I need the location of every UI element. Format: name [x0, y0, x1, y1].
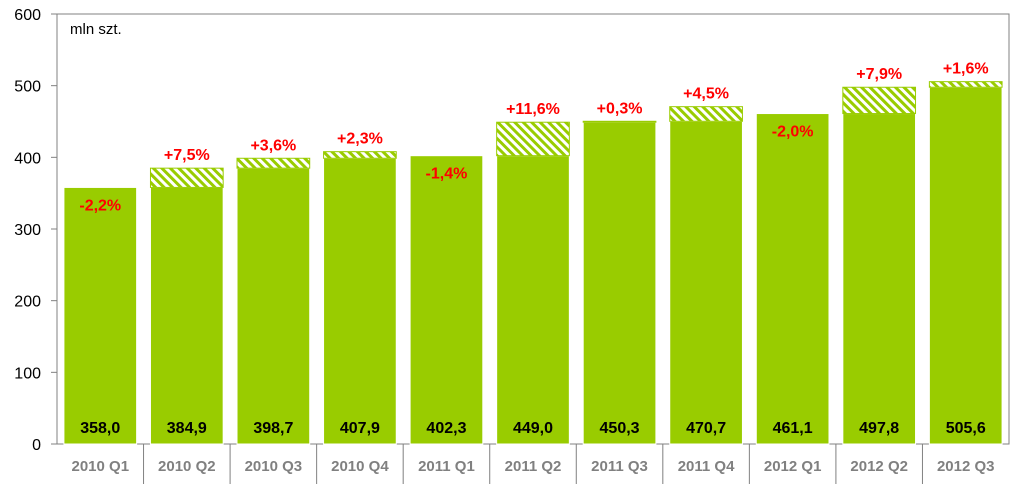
category-label: 2010 Q2	[158, 458, 216, 475]
value-label: 505,6	[946, 420, 986, 437]
bar-increment	[928, 81, 1003, 88]
bar-increment	[582, 120, 657, 123]
y-tick-label: 200	[14, 294, 41, 311]
category-label: 2011 Q1	[418, 458, 475, 475]
category-label: 2010 Q4	[331, 458, 389, 475]
y-tick-label: 400	[14, 150, 41, 167]
y-tick-label: 600	[14, 7, 41, 24]
bar	[149, 186, 224, 445]
y-tick-label: 100	[14, 365, 41, 382]
unit-label: mln szt.	[70, 21, 122, 38]
bar	[323, 157, 397, 445]
bar	[582, 121, 657, 445]
bar-increment	[496, 121, 570, 157]
y-tick-label: 300	[14, 222, 41, 239]
change-label: +7,5%	[164, 147, 210, 164]
bar	[236, 167, 311, 445]
bar-increment	[323, 151, 397, 159]
bars: 358,0 -2,2% 384,9 +7,5% 398,7 +3,6% 407,9 +2,3%…	[63, 61, 1003, 445]
bar	[63, 186, 138, 445]
bar	[842, 113, 917, 445]
y-axis: 0 100 200 300 400 500 600	[14, 7, 57, 454]
change-label: +3,6%	[250, 137, 296, 154]
value-label: 358,0	[80, 420, 120, 437]
change-label: +1,6%	[943, 61, 989, 78]
category-label: 2010 Q1	[71, 458, 129, 475]
category-label: 2011 Q3	[591, 458, 648, 475]
change-label: -2,2%	[79, 197, 121, 214]
y-tick-label: 500	[14, 79, 41, 96]
change-label: +11,6%	[506, 101, 560, 118]
bar-increment	[669, 106, 743, 122]
bar	[496, 155, 570, 445]
value-label: 398,7	[253, 420, 293, 437]
bar-increment	[842, 86, 917, 115]
category-label: 2012 Q1	[764, 458, 822, 475]
change-label: -2,0%	[772, 124, 814, 141]
value-label: 461,1	[773, 420, 813, 437]
value-label: 449,0	[513, 420, 553, 437]
category-label: 2012 Q3	[937, 458, 995, 475]
value-label: 402,3	[426, 420, 466, 437]
change-label: +2,3%	[337, 131, 383, 148]
category-label: 2010 Q3	[245, 458, 303, 475]
change-label: +0,3%	[597, 100, 643, 117]
bar	[409, 155, 484, 445]
change-label: -1,4%	[426, 166, 468, 183]
bar	[669, 120, 743, 445]
bar-increment	[149, 167, 224, 188]
category-label: 2012 Q2	[850, 458, 908, 475]
change-label: +7,9%	[856, 66, 902, 83]
x-axis: 2010 Q1 2010 Q2 2010 Q3 2010 Q4 2011 Q1 2011 …	[71, 444, 995, 484]
category-label: 2011 Q4	[678, 458, 735, 475]
bar-increment	[236, 157, 311, 169]
change-label: +4,5%	[683, 86, 729, 103]
value-label: 470,7	[686, 420, 726, 437]
value-label: 384,9	[167, 420, 207, 437]
value-label: 407,9	[340, 420, 380, 437]
value-label: 497,8	[859, 420, 899, 437]
bar	[928, 86, 1003, 445]
value-label: 450,3	[600, 420, 640, 437]
bar	[755, 113, 830, 445]
category-label: 2011 Q2	[505, 458, 562, 475]
y-tick-label: 0	[32, 437, 41, 454]
